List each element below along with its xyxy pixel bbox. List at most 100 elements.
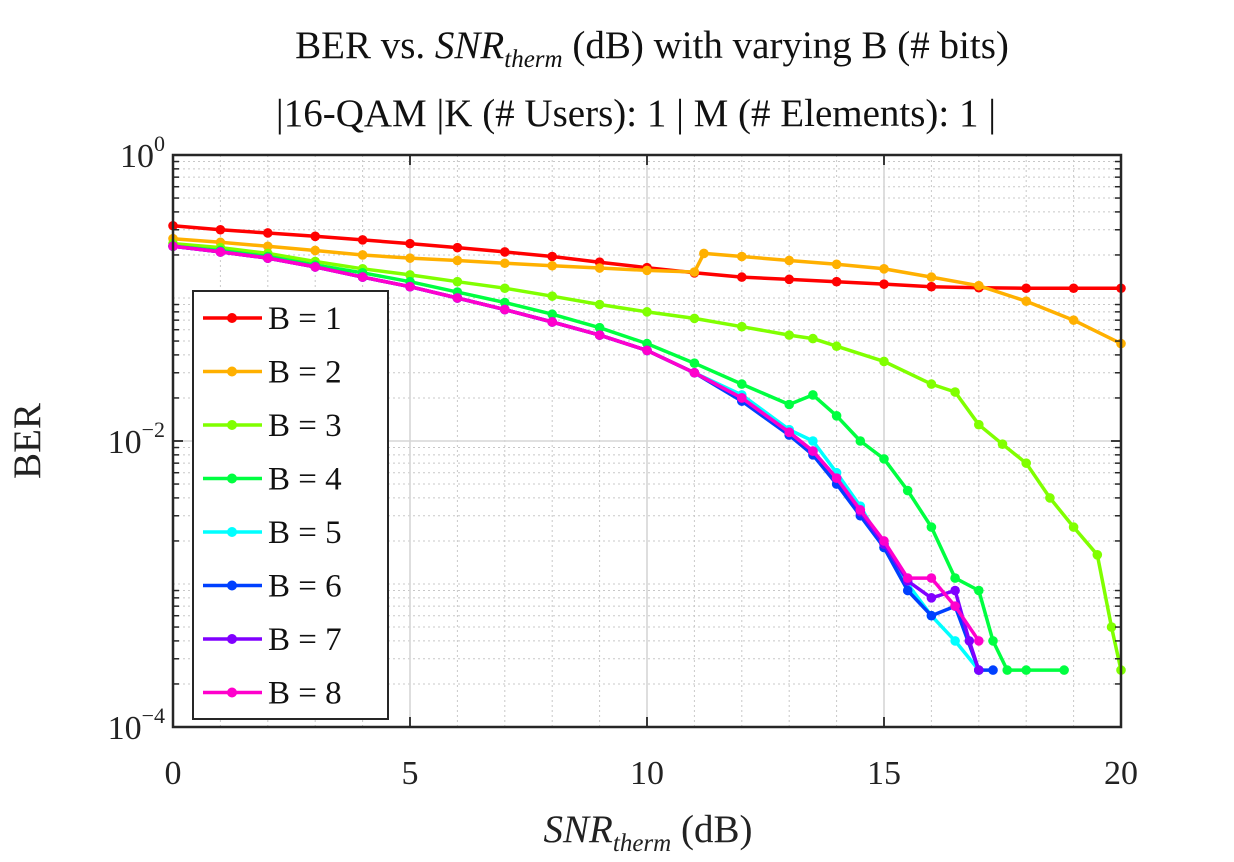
series-3 xyxy=(168,238,1126,675)
legend-label: B = 8 xyxy=(268,676,342,712)
y-axis-label: BER xyxy=(6,403,49,479)
axis-ticks xyxy=(172,154,1122,728)
legend-item: B = 6 xyxy=(203,569,342,605)
legend-label: B = 7 xyxy=(268,622,342,658)
series-point xyxy=(1068,315,1079,325)
legend-swatch-marker xyxy=(227,313,237,323)
series-point xyxy=(808,436,818,446)
series-point xyxy=(902,485,913,496)
series-point xyxy=(1021,296,1031,306)
series-point xyxy=(357,272,368,282)
series-point xyxy=(263,241,273,252)
series-point xyxy=(547,260,557,271)
series-point xyxy=(784,330,794,340)
series-point xyxy=(699,248,709,259)
series-point xyxy=(594,330,605,340)
series-point xyxy=(689,267,700,277)
x-tick-labels: 0 5 10 15 20 xyxy=(165,755,1139,792)
series-point xyxy=(737,393,747,403)
legend-label: B = 2 xyxy=(268,355,342,391)
series-line xyxy=(172,244,981,642)
series-point xyxy=(594,322,605,333)
series-point xyxy=(974,280,984,291)
series-point xyxy=(642,338,652,349)
series-point xyxy=(831,411,842,421)
x-tick-label: 5 xyxy=(402,755,419,792)
series-point xyxy=(215,247,226,257)
series-point xyxy=(500,304,510,315)
series-point xyxy=(784,255,794,266)
series-point xyxy=(831,341,842,352)
legend-item: B = 8 xyxy=(203,676,342,712)
series-point xyxy=(357,250,368,260)
series-point xyxy=(1068,522,1079,532)
series-point xyxy=(594,263,605,273)
x-tick-label: 15 xyxy=(867,755,901,792)
series-point xyxy=(974,419,984,430)
legend-item: B = 2 xyxy=(203,355,342,391)
series-point xyxy=(950,601,960,611)
series-point xyxy=(452,242,463,253)
series-point xyxy=(879,454,889,464)
series-point xyxy=(357,235,368,245)
series-point xyxy=(500,258,510,269)
legend-swatch-marker xyxy=(227,580,237,591)
series-point xyxy=(964,636,975,646)
series-point xyxy=(855,436,866,446)
series-point xyxy=(950,585,960,596)
series-point xyxy=(452,276,463,287)
series-point xyxy=(642,265,652,276)
x-axis-label: SNRtherm (dB) xyxy=(544,808,753,857)
legend-item: B = 7 xyxy=(203,622,342,658)
legend-label: B = 4 xyxy=(268,462,342,498)
legend-label: B = 1 xyxy=(268,301,342,337)
series-point xyxy=(950,636,960,646)
series-point xyxy=(926,573,937,583)
series-point xyxy=(547,251,557,262)
series-point xyxy=(974,665,984,675)
series-point xyxy=(263,253,273,263)
legend-label: B = 3 xyxy=(268,408,342,444)
legend-label: B = 5 xyxy=(268,515,342,551)
series-point xyxy=(1068,283,1079,294)
legend: B = 1 B = 2 B = 3 B = 4 B = 5 B = 6 B = 7 B = 8 xyxy=(192,290,389,720)
series-point xyxy=(926,281,937,292)
series-point xyxy=(452,255,463,266)
series-point xyxy=(831,259,842,270)
series-point xyxy=(926,379,937,389)
series-point xyxy=(988,636,998,646)
series-point xyxy=(689,358,700,368)
series-point xyxy=(737,251,747,262)
series-point xyxy=(500,297,510,308)
series-point xyxy=(737,272,747,282)
y-tick-labels: 100 10−2 10−4 xyxy=(108,131,165,747)
series-point xyxy=(902,585,913,596)
series-point xyxy=(215,224,226,235)
series-point xyxy=(831,276,842,287)
series-point xyxy=(926,272,937,282)
series-point xyxy=(926,522,937,532)
series-point xyxy=(310,231,321,242)
series-point xyxy=(452,293,463,303)
series-point xyxy=(310,262,321,272)
legend-box xyxy=(192,290,389,720)
series-point xyxy=(784,427,794,438)
series-point xyxy=(310,245,321,256)
series-point xyxy=(831,473,842,483)
series-point xyxy=(547,291,557,301)
series-point xyxy=(902,573,913,583)
series-point xyxy=(500,283,510,294)
series-point xyxy=(1092,550,1103,560)
series-point xyxy=(855,505,866,515)
series-point xyxy=(784,399,794,410)
series-point xyxy=(405,281,415,292)
series-point xyxy=(879,264,889,274)
series-point xyxy=(1002,665,1013,675)
series-point xyxy=(988,665,998,675)
series-point xyxy=(1021,458,1031,468)
series-point xyxy=(547,309,557,320)
series-point xyxy=(974,585,984,596)
y-tick-label: 100 xyxy=(120,131,165,175)
